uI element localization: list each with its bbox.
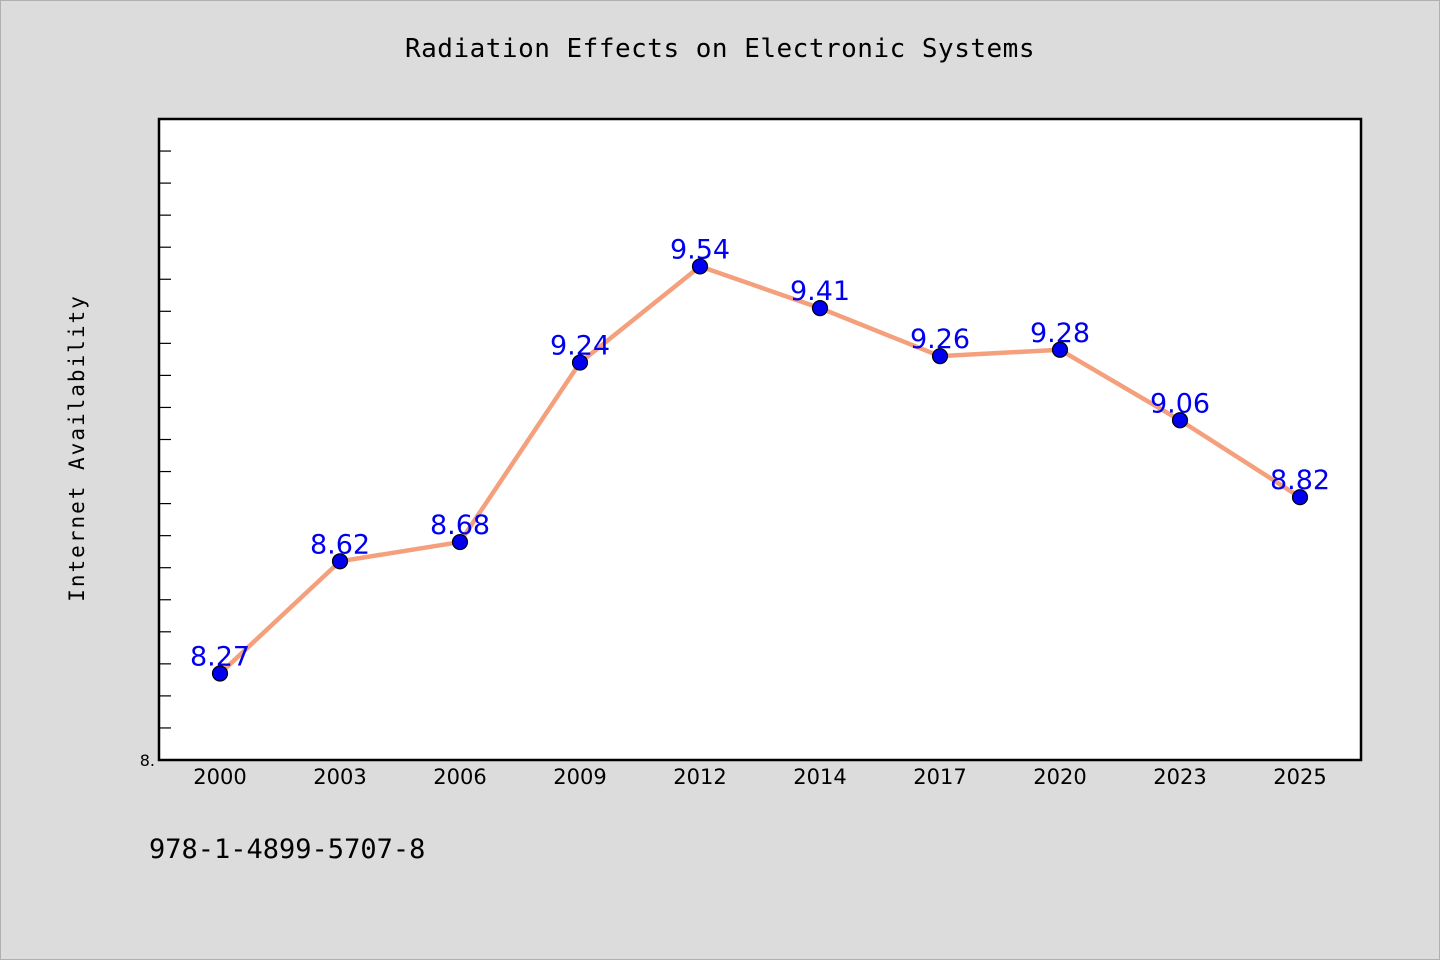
x-tick-label: 2003 bbox=[313, 765, 366, 789]
data-point-marker bbox=[1051, 341, 1069, 358]
x-tick-label: 2017 bbox=[913, 765, 966, 789]
data-point-marker bbox=[1171, 412, 1189, 429]
x-axis-tick-labels: 2000 2003 2006 2009 2012 2014 2017 2020 2023 2025 bbox=[193, 765, 1326, 789]
data-markers bbox=[211, 258, 1309, 682]
x-tick-label: 2000 bbox=[193, 765, 246, 789]
chart-title: Radiation Effects on Electronic Systems bbox=[405, 34, 1035, 64]
series-line bbox=[217, 264, 1303, 676]
data-labels: 8.278.628.689.249.549.419.26 9.289.068.82 bbox=[190, 234, 1330, 672]
data-point-marker bbox=[451, 533, 469, 551]
data-point-marker bbox=[331, 553, 349, 570]
x-tick-label: 2014 bbox=[793, 765, 846, 789]
x-tick-label: 2009 bbox=[553, 765, 606, 789]
data-point-marker bbox=[571, 354, 589, 371]
x-tick-label: 2020 bbox=[1033, 765, 1086, 789]
isbn-text: 978-1-4899-5707-8 bbox=[149, 834, 426, 865]
y-axis-ticks bbox=[159, 150, 171, 729]
data-point-marker bbox=[211, 665, 229, 682]
data-point-marker bbox=[691, 258, 709, 275]
x-tick-label: 2023 bbox=[1153, 765, 1206, 789]
x-tick-label: 2025 bbox=[1273, 765, 1326, 789]
y-axis-tick-labels: 8. bbox=[140, 751, 155, 770]
plot-area bbox=[157, 117, 1363, 762]
series-line-group bbox=[217, 264, 1303, 676]
data-point-marker bbox=[1291, 489, 1309, 506]
x-tick-label: 2012 bbox=[673, 765, 726, 789]
x-tick-label: 2006 bbox=[433, 765, 486, 789]
data-point-marker bbox=[931, 348, 949, 365]
data-point-marker bbox=[811, 299, 829, 317]
y-tick-label: 8. bbox=[140, 751, 155, 770]
